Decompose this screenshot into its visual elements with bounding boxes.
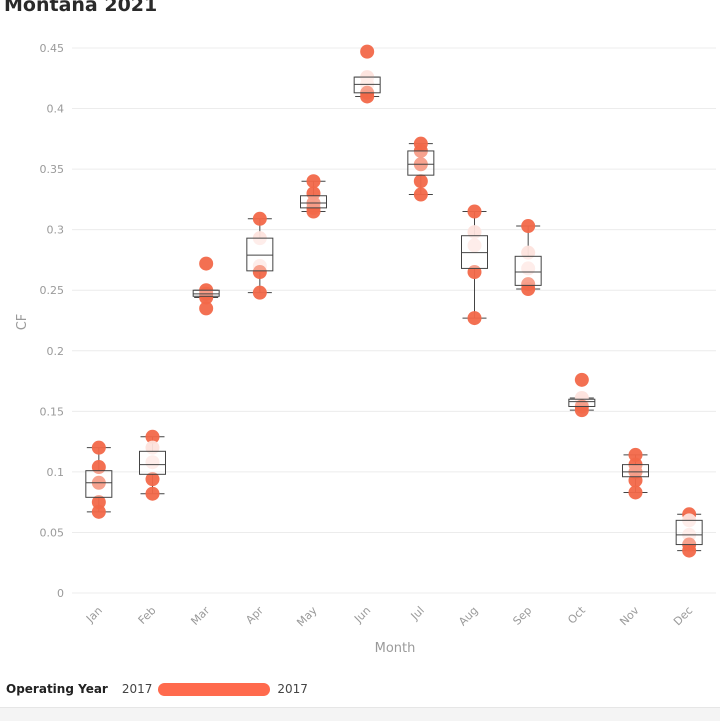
x-axis-ticks: Jan Feb Mar Apr May Jun Jul Aug Sep Oct Nov Dec <box>83 603 695 629</box>
x-tick-label: Apr <box>243 604 266 627</box>
data-point[interactable] <box>91 440 106 455</box>
box-plot-chart: 0 0.05 0.1 0.15 0.2 0.25 0.3 0.35 0.4 0.45 Jan Feb… <box>15 42 716 656</box>
x-axis-label: Month <box>375 641 416 656</box>
box-iqr[interactable] <box>192 289 220 297</box>
x-tick-label: Jun <box>351 604 373 626</box>
chart-title: Montana 2021 <box>4 0 158 16</box>
x-tick-label: Dec <box>671 604 695 628</box>
data-point[interactable] <box>467 311 482 326</box>
x-tick-label: Feb <box>136 604 159 627</box>
box-iqr[interactable] <box>407 150 435 176</box>
data-points <box>85 44 703 558</box>
x-tick-label: Jan <box>83 604 105 626</box>
x-tick-label: Oct <box>565 603 588 626</box>
box-iqr[interactable] <box>622 464 649 478</box>
boxes <box>86 76 702 552</box>
data-point[interactable] <box>521 219 536 234</box>
data-point[interactable] <box>91 495 106 510</box>
y-tick-label: 0.2 <box>47 345 65 358</box>
x-tick-label: Aug <box>456 604 480 628</box>
data-point[interactable] <box>467 204 482 219</box>
y-axis-label: CF <box>15 314 30 331</box>
data-point[interactable] <box>574 372 589 387</box>
gridlines <box>72 47 716 594</box>
data-point[interactable] <box>145 472 160 487</box>
y-axis-ticks: 0 0.05 0.1 0.15 0.2 0.25 0.3 0.35 0.4 0.45 <box>40 42 65 600</box>
data-point[interactable] <box>628 447 643 462</box>
data-point[interactable] <box>360 44 375 59</box>
box-iqr[interactable] <box>85 470 113 498</box>
operating-year-label: Operating Year <box>6 682 108 696</box>
box-iqr[interactable] <box>139 450 166 475</box>
y-tick-label: 0.45 <box>40 42 65 55</box>
data-point[interactable] <box>199 301 214 316</box>
y-tick-label: 0 <box>57 587 64 600</box>
x-tick-label: Sep <box>510 604 534 628</box>
x-tick-label: Mar <box>188 604 212 628</box>
data-point[interactable] <box>467 238 482 253</box>
x-tick-label: May <box>294 604 320 630</box>
data-point[interactable] <box>145 455 160 470</box>
range-start-value: 2017 <box>121 682 153 696</box>
data-point[interactable] <box>145 486 160 501</box>
y-tick-label: 0.05 <box>40 526 65 539</box>
range-slider[interactable] <box>158 682 271 696</box>
box-iqr[interactable] <box>675 519 703 546</box>
y-tick-label: 0.25 <box>40 284 65 297</box>
data-point[interactable] <box>413 187 428 202</box>
box-iqr[interactable] <box>246 237 274 272</box>
y-tick-label: 0.15 <box>40 405 65 418</box>
y-tick-label: 0.4 <box>47 103 65 116</box>
data-point[interactable] <box>306 186 321 201</box>
y-tick-label: 0.35 <box>40 163 65 176</box>
data-point[interactable] <box>91 504 106 519</box>
data-point[interactable] <box>252 265 267 280</box>
operating-year-filter: Operating Year 2017 2017 <box>6 680 308 698</box>
y-tick-label: 0.3 <box>47 224 65 237</box>
x-tick-label: Nov <box>617 604 642 629</box>
data-point[interactable] <box>252 285 267 300</box>
data-point[interactable] <box>306 174 321 189</box>
data-point[interactable] <box>145 429 160 444</box>
range-end-value: 2017 <box>277 682 308 696</box>
data-point[interactable] <box>252 211 267 226</box>
box-iqr[interactable] <box>300 195 327 209</box>
data-point[interactable] <box>628 485 643 500</box>
data-point[interactable] <box>682 543 697 558</box>
data-point[interactable] <box>199 256 214 271</box>
box-iqr[interactable] <box>353 76 381 94</box>
box-iqr[interactable] <box>461 235 488 269</box>
box-iqr[interactable] <box>514 255 542 286</box>
data-point[interactable] <box>413 174 428 189</box>
footer-divider <box>0 707 720 721</box>
box-iqr[interactable] <box>568 398 596 407</box>
y-tick-label: 0.1 <box>47 466 65 479</box>
x-tick-label: Jul <box>408 604 427 623</box>
